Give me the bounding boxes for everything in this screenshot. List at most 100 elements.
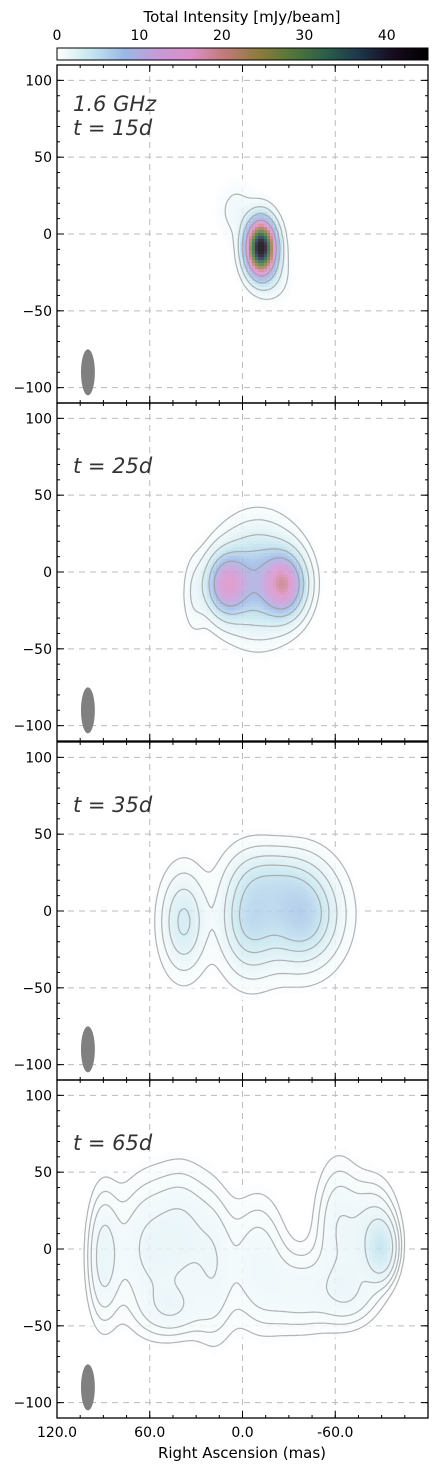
intensity-cell [276, 236, 279, 239]
intensity-cell [228, 526, 231, 529]
intensity-cell [258, 227, 261, 230]
intensity-cell [321, 577, 324, 580]
intensity-cell [276, 865, 279, 868]
intensity-cell [225, 565, 228, 568]
intensity-cell [273, 242, 276, 245]
intensity-cell [261, 850, 264, 853]
intensity-cell [246, 613, 249, 616]
intensity-cell [291, 628, 294, 631]
intensity-cell [186, 625, 189, 628]
intensity-cell [213, 940, 216, 943]
intensity-cell [198, 562, 201, 565]
intensity-cell [237, 619, 240, 622]
intensity-cell [252, 976, 255, 979]
intensity-cell [282, 532, 285, 535]
intensity-cell [243, 859, 246, 862]
intensity-cell [234, 652, 237, 655]
intensity-cell [255, 622, 258, 625]
intensity-cell [276, 832, 279, 835]
intensity-cell [261, 649, 264, 652]
intensity-cell [318, 568, 321, 571]
intensity-cell [252, 547, 255, 550]
intensity-cell [201, 904, 204, 907]
intensity-cell [231, 853, 234, 856]
intensity-cell [276, 550, 279, 553]
intensity-cell [255, 559, 258, 562]
intensity-cell [225, 559, 228, 562]
intensity-cell [255, 242, 258, 245]
intensity-cell [237, 913, 240, 916]
intensity-cell [219, 913, 222, 916]
intensity-cell [204, 892, 207, 895]
intensity-cell [195, 946, 198, 949]
intensity-cell [207, 940, 210, 943]
intensity-cell [273, 961, 276, 964]
intensity-cell [297, 598, 300, 601]
intensity-cell [267, 236, 270, 239]
intensity-cell [270, 622, 273, 625]
intensity-cell [222, 982, 225, 985]
intensity-cell [288, 239, 291, 242]
intensity-cell [198, 943, 201, 946]
intensity-cell [270, 562, 273, 565]
intensity-cell [171, 919, 174, 922]
intensity-cell [255, 646, 258, 649]
intensity-cell [210, 541, 213, 544]
intensity-cell [189, 862, 192, 865]
intensity-cell [228, 958, 231, 961]
intensity-cell [192, 910, 195, 913]
intensity-cell [255, 188, 258, 191]
intensity-cell [285, 607, 288, 610]
intensity-cell [240, 224, 243, 227]
intensity-cell [231, 634, 234, 637]
intensity-cell [321, 592, 324, 595]
intensity-cell [246, 640, 249, 643]
intensity-cell [168, 880, 171, 883]
intensity-cell [177, 973, 180, 976]
intensity-cell [213, 946, 216, 949]
intensity-cell [255, 958, 258, 961]
intensity-cell [207, 592, 210, 595]
intensity-cell [291, 598, 294, 601]
intensity-cell [306, 583, 309, 586]
intensity-cell [222, 955, 225, 958]
intensity-cell [192, 934, 195, 937]
intensity-cell [234, 248, 237, 251]
intensity-cell [240, 532, 243, 535]
intensity-cell [180, 934, 183, 937]
intensity-cell [264, 847, 267, 850]
intensity-cell [219, 964, 222, 967]
intensity-cell [264, 637, 267, 640]
intensity-cell [258, 278, 261, 281]
intensity-cell [252, 994, 255, 997]
intensity-cell [306, 535, 309, 538]
intensity-cell [195, 871, 198, 874]
intensity-cell [261, 559, 264, 562]
intensity-cell [180, 604, 183, 607]
intensity-cell [279, 592, 282, 595]
intensity-cell [255, 991, 258, 994]
intensity-cell [222, 886, 225, 889]
intensity-cell [159, 928, 162, 931]
intensity-cell [300, 547, 303, 550]
y-tick-label: 100 [25, 73, 52, 89]
intensity-cell [282, 625, 285, 628]
intensity-cell [234, 580, 237, 583]
intensity-cell [252, 985, 255, 988]
intensity-cell [267, 269, 270, 272]
intensity-cell [276, 239, 279, 242]
intensity-cell [312, 562, 315, 565]
intensity-cell [201, 943, 204, 946]
intensity-cell [264, 299, 267, 302]
intensity-cell [240, 643, 243, 646]
intensity-cell [294, 538, 297, 541]
intensity-cell [276, 919, 279, 922]
intensity-cell [249, 919, 252, 922]
intensity-cell [255, 526, 258, 529]
intensity-cell [186, 850, 189, 853]
intensity-cell [243, 931, 246, 934]
intensity-cell [231, 598, 234, 601]
intensity-cell [267, 541, 270, 544]
intensity-cell [252, 287, 255, 290]
intensity-cell [243, 862, 246, 865]
